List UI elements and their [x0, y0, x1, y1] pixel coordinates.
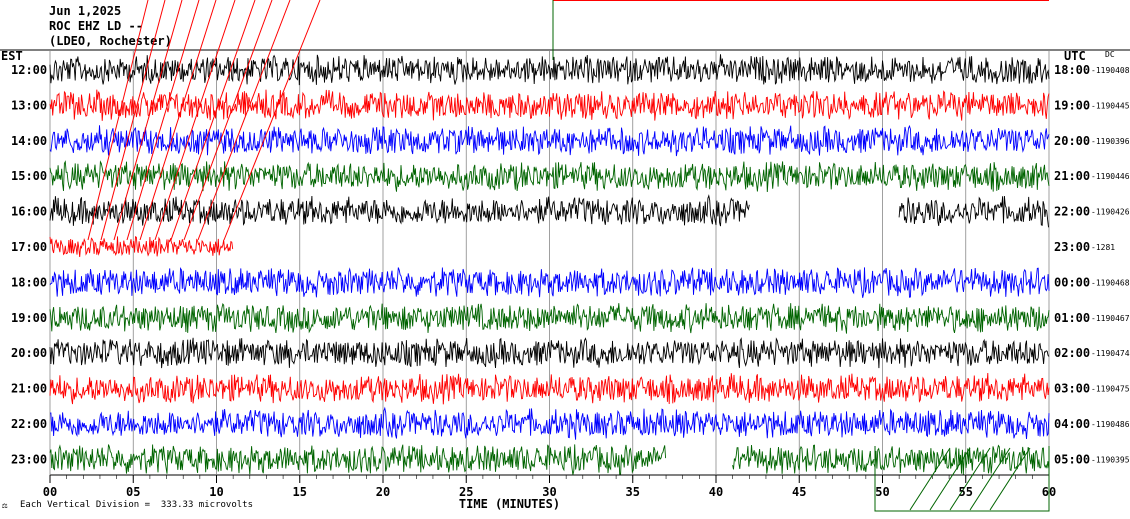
- utc-hour-label: 18:00: [1054, 63, 1090, 77]
- event-streak: [139, 0, 217, 241]
- station-code: ROC EHZ LD --: [49, 19, 143, 33]
- dc-offset-label: -1281: [1091, 243, 1115, 252]
- utc-hour-label: 03:00: [1054, 382, 1090, 396]
- utc-hour-label: 00:00: [1054, 275, 1090, 289]
- x-tick-label: 05: [126, 485, 140, 499]
- event-streak: [87, 0, 149, 241]
- utc-hour-label: 01:00: [1054, 311, 1090, 325]
- trace-row-1200: [49, 54, 1050, 86]
- est-hour-label: 12:00: [11, 63, 47, 77]
- trace-row-1600: [49, 194, 750, 227]
- dc-offset-label: -1190396: [1091, 137, 1130, 146]
- dc-offset-label: -1190486: [1091, 420, 1130, 429]
- dc-offset-label: -1190474: [1091, 349, 1130, 358]
- est-zone-label: EST: [1, 49, 23, 63]
- event-streak-green: [989, 447, 1031, 511]
- x-tick-label: 30: [542, 485, 556, 499]
- event-streak: [197, 0, 291, 241]
- gap-box: [874, 446, 1050, 512]
- utc-zone-label: UTC: [1064, 49, 1086, 63]
- utc-hour-label: 23:00: [1054, 240, 1090, 254]
- event-streak: [154, 0, 236, 241]
- x-tick-label: 50: [875, 485, 889, 499]
- minute-gridlines: [0, 49, 1130, 483]
- x-tick-label: 10: [209, 485, 223, 499]
- trace-row-1600: [898, 195, 1049, 228]
- utc-hour-label: 02:00: [1054, 346, 1090, 360]
- est-hour-label: 20:00: [11, 346, 47, 360]
- x-tick-label: 35: [626, 485, 640, 499]
- trace-row-2100: [49, 372, 1050, 405]
- event-marker-lines: [87, 0, 1050, 512]
- x-tick-label: 15: [293, 485, 307, 499]
- utc-hour-label: 22:00: [1054, 205, 1090, 219]
- event-streak-green: [929, 447, 971, 511]
- dc-offset-label: -1190446: [1091, 172, 1130, 181]
- trace-row-1900: [49, 302, 1050, 334]
- utc-hour-label: 05:00: [1054, 452, 1090, 466]
- trace-row-2300: [732, 444, 875, 474]
- event-streak-green: [949, 447, 991, 511]
- trace-row-2000: [49, 337, 1050, 369]
- trace-row-1300: [49, 89, 1050, 121]
- dc-offset-label: -1190395: [1091, 455, 1130, 464]
- event-streak: [126, 0, 200, 241]
- event-streak-green: [909, 447, 951, 511]
- axis-labels: 00 05 10 15 20 25 30 35 40 45 50 55 60 TIME (MINUTES)…: [1, 49, 1130, 511]
- event-streak: [113, 0, 183, 241]
- x-tick-label: 20: [376, 485, 390, 499]
- event-streak: [170, 0, 256, 241]
- dc-offset-label: -1190445: [1091, 101, 1130, 110]
- est-hour-label: 17:00: [11, 240, 47, 254]
- x-tick-label: 00: [43, 485, 57, 499]
- est-hour-label: 19:00: [11, 311, 47, 325]
- utc-hour-label: 20:00: [1054, 134, 1090, 148]
- trace-row-2200: [49, 406, 1050, 440]
- dc-offset-label: -1190426: [1091, 208, 1130, 217]
- trace-row-1400: [49, 124, 1050, 157]
- est-hour-label: 14:00: [11, 134, 47, 148]
- x-tick-label: 40: [709, 485, 723, 499]
- est-hour-label: 18:00: [11, 275, 47, 289]
- dc-offset-label: -1190468: [1091, 278, 1130, 287]
- x-tick-label: 45: [792, 485, 806, 499]
- trace-row-1700: [49, 236, 234, 257]
- seismic-traces: [49, 54, 1050, 475]
- event-streak: [223, 0, 321, 241]
- x-axis-label: TIME (MINUTES): [459, 497, 560, 511]
- scale-note: Each Vertical Division = 333.33 microvol…: [20, 500, 253, 510]
- event-streak: [100, 0, 166, 241]
- est-hour-label: 22:00: [11, 417, 47, 431]
- station-network: (LDEO, Rochester): [49, 34, 172, 48]
- utc-hour-label: 04:00: [1054, 417, 1090, 431]
- est-hour-label: 13:00: [11, 98, 47, 112]
- x-tick-label: 55: [959, 485, 973, 499]
- event-streak: [183, 0, 273, 241]
- dc-offset-label: -1190408: [1091, 66, 1130, 75]
- est-hour-label: 23:00: [11, 452, 47, 466]
- trace-row-1800: [49, 266, 1050, 298]
- event-streak-green: [969, 447, 1011, 511]
- x-tick-label: 25: [459, 485, 473, 499]
- utc-hour-label: 21:00: [1054, 169, 1090, 183]
- trace-row-2300: [49, 444, 667, 475]
- utc-hour-label: 19:00: [1054, 98, 1090, 112]
- scale-icon: ⚖: [2, 501, 8, 511]
- dc-label: DC: [1105, 50, 1115, 59]
- est-hour-label: 16:00: [11, 205, 47, 219]
- dc-offset-label: -1190475: [1091, 385, 1130, 394]
- est-hour-label: 15:00: [11, 169, 47, 183]
- trace-row-2300: [873, 444, 1050, 475]
- est-hour-label: 21:00: [11, 382, 47, 396]
- dc-offset-label: -1190467: [1091, 314, 1130, 323]
- plot-date: Jun 1,2025: [49, 4, 122, 18]
- x-tick-label: 60: [1042, 485, 1056, 499]
- trace-row-1500: [49, 160, 1050, 193]
